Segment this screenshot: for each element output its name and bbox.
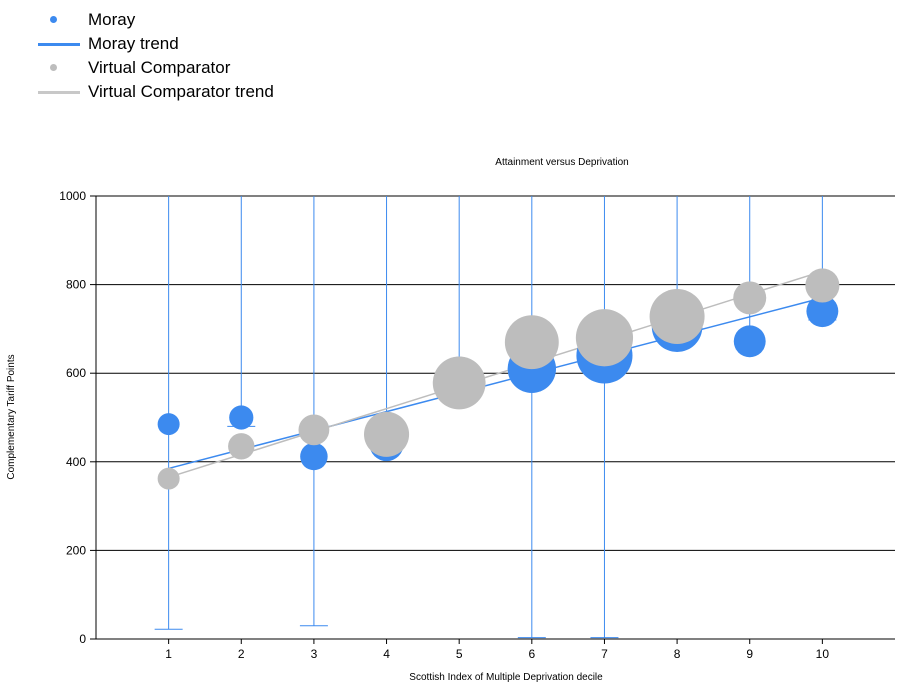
data-point (805, 268, 840, 303)
y-tick-label: 200 (66, 543, 86, 557)
data-point (649, 288, 705, 344)
data-point (733, 325, 766, 358)
data-point (300, 442, 328, 471)
y-axis-label: Complementary Tariff Points (6, 354, 17, 479)
legend-label: Moray (88, 10, 136, 29)
x-tick-label: 5 (456, 647, 463, 661)
virtual-comparator-dot-icon (38, 56, 82, 80)
x-tick-label: 3 (311, 647, 318, 661)
trend-line (168, 297, 823, 470)
legend-item-moray-trend: Moray trend (38, 32, 274, 56)
legend-label: Virtual Comparator trend (88, 82, 274, 101)
legend: Moray Moray trend Virtual Comparator Vir… (38, 8, 274, 104)
data-point (504, 315, 559, 370)
data-point (575, 309, 634, 367)
legend-label: Moray trend (88, 34, 179, 53)
data-point (733, 281, 767, 315)
x-tick-label: 2 (238, 647, 245, 661)
y-tick-label: 0 (79, 632, 86, 646)
data-point (298, 414, 330, 446)
data-point (157, 413, 180, 436)
chart-title: Attainment versus Deprivation (495, 157, 628, 168)
moray-trend-line-icon (38, 32, 82, 56)
legend-item-virtual-comparator: Virtual Comparator (38, 56, 274, 80)
x-tick-label: 6 (528, 647, 535, 661)
data-point (432, 356, 486, 410)
data-point (806, 295, 839, 328)
x-tick-label: 8 (674, 647, 681, 661)
y-tick-label: 600 (66, 366, 86, 380)
virtual-comparator-trend-line-icon (38, 80, 82, 104)
data-point (363, 411, 410, 457)
y-tick-label: 1000 (59, 189, 86, 203)
legend-item-virtual-comparator-trend: Virtual Comparator trend (38, 80, 274, 104)
data-point (228, 433, 255, 460)
x-tick-label: 10 (816, 647, 830, 661)
x-tick-label: 1 (165, 647, 172, 661)
x-tick-label: 7 (601, 647, 608, 661)
x-axis-label: Scottish Index of Multiple Deprivation d… (409, 672, 603, 683)
x-tick-label: 4 (383, 647, 390, 661)
trend-line (168, 270, 823, 479)
y-tick-label: 800 (66, 278, 86, 292)
moray-dot-icon (38, 8, 82, 32)
data-point (157, 467, 180, 490)
legend-item-moray: Moray (38, 8, 274, 32)
x-tick-label: 9 (746, 647, 753, 661)
y-tick-label: 400 (66, 455, 86, 469)
legend-label: Virtual Comparator (88, 58, 231, 77)
data-point (229, 405, 254, 430)
